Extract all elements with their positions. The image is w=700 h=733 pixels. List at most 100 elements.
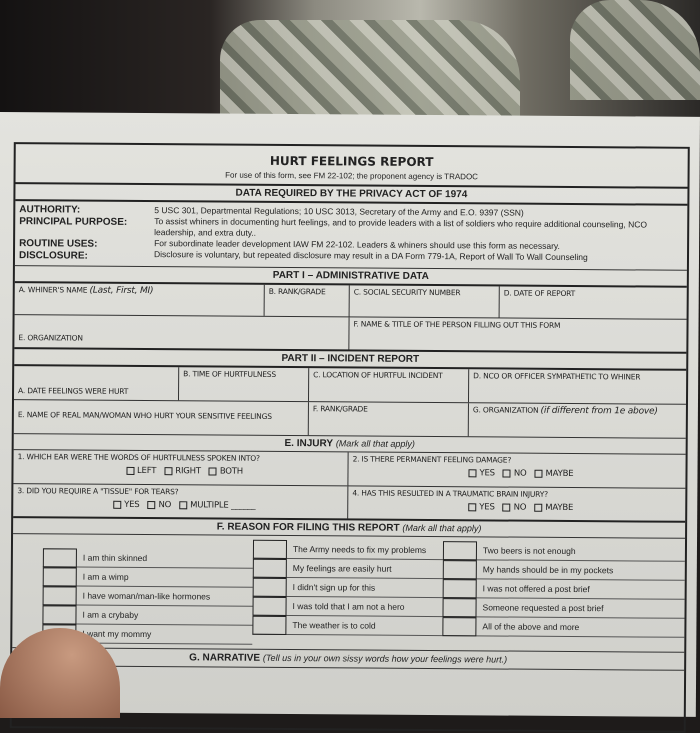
reason-item: I have woman/man-like hormones — [42, 585, 253, 607]
option-label: NO — [158, 500, 172, 511]
reason-checkbox[interactable] — [42, 604, 77, 625]
reason-label: I have woman/man-like hormones — [82, 590, 211, 602]
reason-item: The weather is to cold — [252, 615, 443, 637]
camouflage-uniform — [570, 0, 700, 100]
narrative-hint: (Tell us in your own sissy words how you… — [262, 652, 508, 665]
option-label: MAYBE — [545, 468, 574, 480]
reason-checkbox[interactable] — [442, 540, 478, 560]
question-label: 4. HAS THIS RESULTED IN A TRAUMATIC BRAI… — [352, 488, 548, 499]
disclosure-text: Disclosure is voluntary, but repeated di… — [153, 249, 588, 263]
offender-organization-field[interactable]: G. ORGANIZATION (if different from 1e ab… — [469, 403, 686, 438]
filer-name-title-field[interactable]: F. NAME & TITLE OF THE PERSON FILLING OU… — [353, 319, 561, 330]
option-label: LEFT — [136, 465, 157, 477]
checkbox-no[interactable] — [502, 469, 511, 478]
reason-checkbox[interactable] — [252, 615, 287, 635]
reason-checkbox[interactable] — [252, 577, 287, 597]
checkbox-both[interactable] — [208, 466, 217, 476]
form-title: HURT FEELINGS REPORT — [269, 153, 434, 170]
reason-label: All of the above and more — [482, 621, 580, 633]
reason-checkbox[interactable] — [42, 585, 77, 606]
checkbox-yes[interactable] — [113, 500, 122, 509]
offender-name-field[interactable]: E. NAME OF REAL MAN/WOMAN WHO HURT YOUR … — [13, 400, 309, 436]
offender-rank-field[interactable]: F. RANK/GRADE — [308, 402, 469, 437]
reason-checkbox[interactable] — [442, 616, 477, 636]
reason-item: I am thin skinned — [42, 547, 253, 569]
reason-label: Two beers is not enough — [482, 545, 576, 557]
checkbox-right[interactable] — [164, 466, 173, 475]
reason-checkbox[interactable] — [252, 596, 287, 616]
reason-item: My feelings are easily hurt — [252, 558, 443, 580]
checkbox-maybe[interactable] — [534, 469, 543, 478]
location-field[interactable]: C. LOCATION OF HURTFUL INCIDENT — [308, 368, 470, 403]
option-label: YES — [479, 502, 495, 513]
reason-checkbox[interactable] — [442, 597, 477, 617]
checkbox-no[interactable] — [147, 500, 156, 509]
option-label: BOTH — [219, 466, 244, 477]
reason-label: I was not offered a post brief — [482, 583, 590, 595]
rank-grade-field[interactable]: B. RANK/GRADE — [264, 284, 350, 317]
reasons-hint: (Mark all that apply) — [402, 522, 482, 534]
reason-label: I am thin skinned — [82, 552, 148, 564]
checkbox-yes[interactable] — [468, 468, 477, 477]
option-label: NO — [513, 502, 527, 513]
form-header: HURT FEELINGS REPORT For use of this for… — [15, 144, 688, 189]
option-label: YES — [124, 499, 140, 510]
reason-label: I am a wimp — [82, 571, 129, 582]
option-label: NO — [513, 468, 527, 479]
option-label: MAYBE — [545, 502, 574, 514]
injury-hint: (Mark all that apply) — [335, 438, 415, 449]
reason-checkbox[interactable] — [42, 547, 77, 568]
reason-label: I didn't sign up for this — [292, 582, 376, 593]
checkbox-maybe[interactable] — [534, 503, 543, 512]
reason-item: I am a crybaby — [42, 604, 253, 626]
option-label: YES — [479, 468, 495, 479]
date-hurt-field[interactable]: A. DATE FEELINGS WERE HURT — [13, 366, 180, 401]
authority-label: AUTHORITY: — [19, 204, 81, 216]
checkbox-multiple[interactable] — [179, 500, 188, 509]
hurt-feelings-form: HURT FEELINGS REPORT For use of this for… — [9, 142, 690, 733]
organization-field[interactable]: E. ORGANIZATION — [14, 315, 350, 350]
routine-uses-label: ROUTINE USES: — [19, 238, 98, 250]
camouflage-uniform — [220, 20, 520, 120]
ssn-field[interactable]: C. SOCIAL SECURITY NUMBER — [349, 285, 500, 318]
reason-item: I didn't sign up for this — [252, 577, 443, 599]
option-label: RIGHT — [175, 466, 201, 477]
option-label: MULTIPLE ______ — [190, 500, 256, 511]
reason-checkbox[interactable] — [252, 539, 288, 559]
reason-item: Someone requested a post brief — [442, 597, 685, 619]
reason-label: The weather is to cold — [292, 620, 376, 631]
reason-item: I am a wimp — [42, 566, 253, 588]
sympathetic-nco-field[interactable]: D. NCO OR OFFICER SYMPATHETIC TO WHINER — [473, 371, 641, 382]
checkbox-left[interactable] — [125, 466, 135, 475]
reason-column: The Army needs to fix my problems My feel… — [252, 539, 444, 646]
reason-label: I was told that I am not a hero — [292, 601, 405, 612]
whiner-name-field[interactable]: A. WHINER'S NAME (Last, First, MI) — [14, 283, 265, 316]
reason-label: My feelings are easily hurt — [292, 563, 392, 574]
question-damage: 2. IS THERE PERMANENT FEELING DAMAGE? YE… — [348, 452, 685, 487]
checkbox-no[interactable] — [502, 503, 511, 512]
narrative-title: G. NARRATIVE — [189, 652, 261, 664]
reason-checkbox[interactable] — [42, 566, 77, 587]
reason-checkbox[interactable] — [252, 558, 287, 578]
reason-item: My hands should be in my pockets — [442, 559, 685, 581]
question-label: 3. DID YOU REQUIRE A "TISSUE" FOR TEARS? — [17, 486, 179, 497]
reason-checkbox[interactable] — [442, 559, 477, 579]
question-tissue: 3. DID YOU REQUIRE A "TISSUE" FOR TEARS?… — [13, 484, 349, 519]
checkbox-yes[interactable] — [468, 502, 477, 511]
reasons-title: F. REASON FOR FILING THIS REPORT — [216, 521, 400, 534]
reason-item: Two beers is not enough — [442, 540, 686, 562]
field-hint: (Last, First, MI) — [89, 285, 154, 297]
time-hurt-field[interactable]: B. TIME OF HURTFULNESS — [178, 367, 310, 402]
injury-title: E. INJURY — [284, 437, 334, 450]
question-label: 1. WHICH EAR WERE THE WORDS OF HURTFULNE… — [17, 452, 260, 463]
field-label: A. WHINER'S NAME — [18, 285, 88, 295]
paper-form: HURT FEELINGS REPORT For use of this for… — [0, 112, 700, 733]
reason-checkbox[interactable] — [442, 578, 477, 598]
date-of-report-field[interactable]: D. DATE OF REPORT — [503, 288, 576, 299]
reason-item: The Army needs to fix my problems — [252, 539, 444, 561]
question-label: 2. IS THERE PERMANENT FEELING DAMAGE? — [352, 454, 512, 465]
reasons-list: I am thin skinned I am a wimp I have woman… — [12, 534, 686, 653]
field-label: G. ORGANIZATION — [472, 405, 539, 415]
form-subtitle: For use of this form, see FM 22-102; the… — [225, 170, 479, 182]
reason-item: I was not offered a post brief — [442, 578, 685, 600]
